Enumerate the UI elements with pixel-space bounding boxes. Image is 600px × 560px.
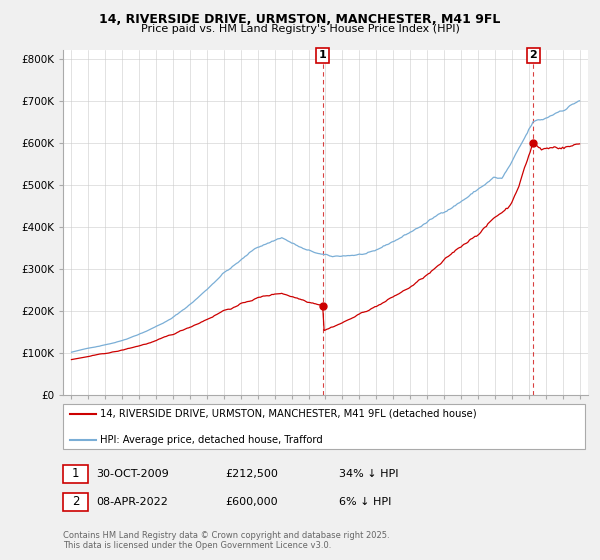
Text: 2: 2 (529, 50, 537, 60)
Text: HPI: Average price, detached house, Trafford: HPI: Average price, detached house, Traf… (100, 435, 323, 445)
Text: 30-OCT-2009: 30-OCT-2009 (96, 469, 169, 479)
Text: 6% ↓ HPI: 6% ↓ HPI (339, 497, 391, 507)
Text: £600,000: £600,000 (225, 497, 278, 507)
Text: Contains HM Land Registry data © Crown copyright and database right 2025.
This d: Contains HM Land Registry data © Crown c… (63, 530, 389, 550)
Text: 1: 1 (72, 467, 79, 480)
Text: 2: 2 (72, 495, 79, 508)
Text: 14, RIVERSIDE DRIVE, URMSTON, MANCHESTER, M41 9FL (detached house): 14, RIVERSIDE DRIVE, URMSTON, MANCHESTER… (100, 409, 477, 419)
Text: 1: 1 (319, 50, 326, 60)
Text: 14, RIVERSIDE DRIVE, URMSTON, MANCHESTER, M41 9FL: 14, RIVERSIDE DRIVE, URMSTON, MANCHESTER… (100, 13, 500, 26)
Text: 08-APR-2022: 08-APR-2022 (96, 497, 168, 507)
Text: 34% ↓ HPI: 34% ↓ HPI (339, 469, 398, 479)
Text: Price paid vs. HM Land Registry's House Price Index (HPI): Price paid vs. HM Land Registry's House … (140, 24, 460, 34)
Text: £212,500: £212,500 (225, 469, 278, 479)
